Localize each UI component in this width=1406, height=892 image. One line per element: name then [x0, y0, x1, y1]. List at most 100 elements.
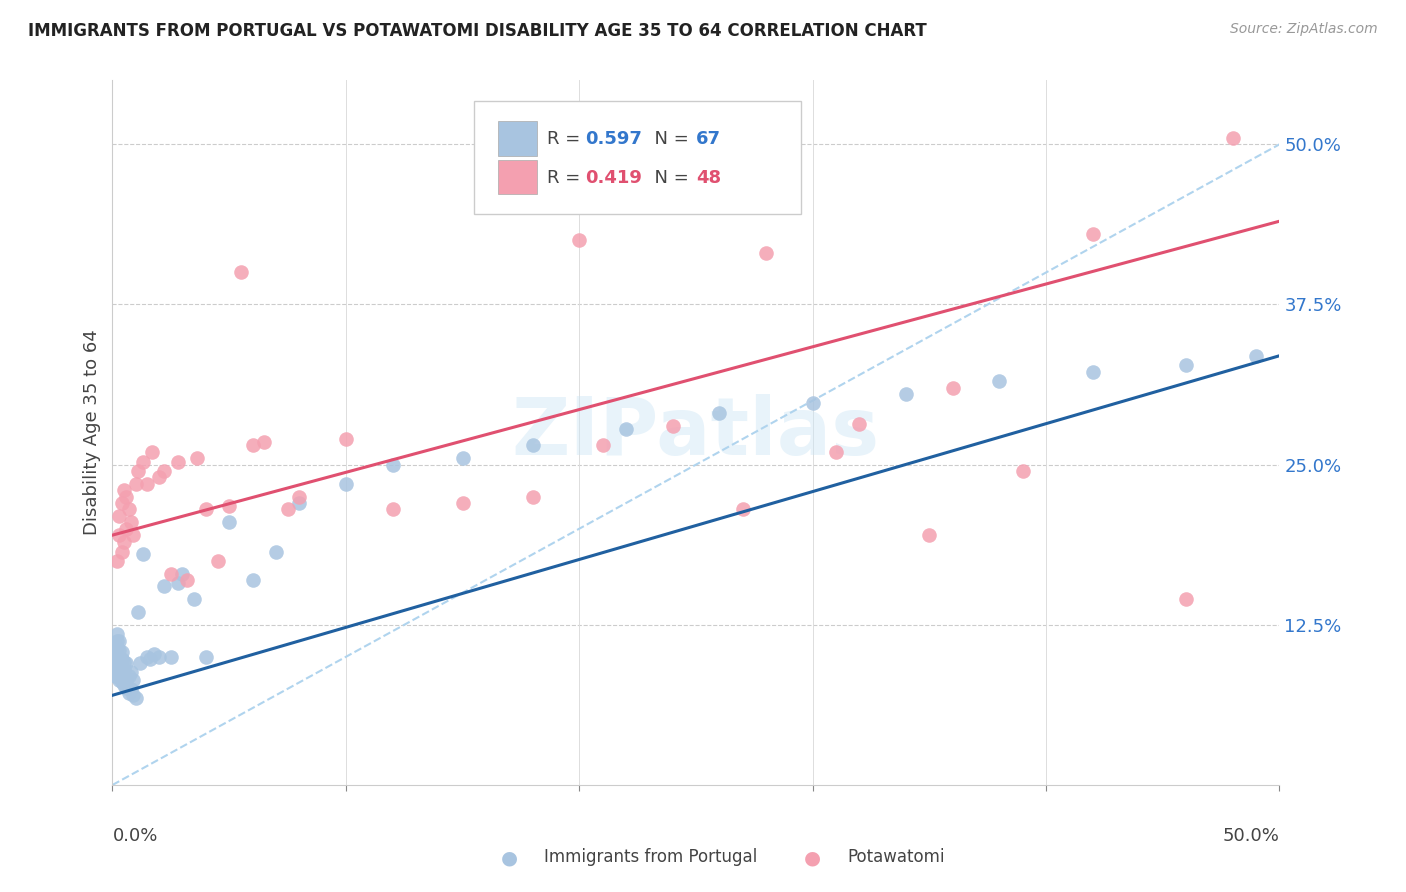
Point: [335, 476, 357, 491]
Point: [112, 678, 135, 692]
Point: [112, 483, 135, 498]
Point: [288, 490, 311, 504]
Point: [105, 554, 128, 568]
Point: [105, 657, 128, 671]
Point: [108, 634, 131, 648]
Point: [176, 573, 198, 587]
Point: [1081, 365, 1104, 379]
Point: [1011, 464, 1033, 478]
Point: [111, 645, 134, 659]
Point: [111, 667, 134, 681]
Text: ZIPatlas: ZIPatlas: [512, 393, 880, 472]
Point: [522, 490, 544, 504]
Point: [108, 665, 131, 680]
Point: [153, 464, 176, 478]
Point: [194, 502, 217, 516]
Point: [1222, 131, 1244, 145]
Point: [160, 566, 183, 581]
Point: [127, 464, 149, 478]
Text: ●: ●: [501, 848, 517, 867]
Point: [118, 502, 141, 516]
Point: [264, 545, 287, 559]
Point: [115, 522, 138, 536]
Point: [127, 605, 149, 619]
Point: [115, 673, 138, 687]
Point: [112, 670, 135, 684]
Text: R =: R =: [547, 129, 585, 148]
Point: [105, 634, 128, 648]
Point: [242, 438, 264, 452]
FancyBboxPatch shape: [474, 102, 801, 214]
Point: [136, 649, 159, 664]
Point: [288, 496, 311, 510]
Text: ●: ●: [804, 848, 821, 867]
Point: [108, 657, 131, 672]
Point: [105, 669, 128, 683]
Text: Potawatomi: Potawatomi: [848, 848, 945, 866]
Point: [104, 637, 127, 651]
Point: [132, 547, 155, 561]
Point: [136, 476, 159, 491]
Point: [104, 657, 127, 671]
Point: [592, 438, 614, 452]
Point: [104, 643, 127, 657]
Point: [104, 649, 127, 664]
Point: [451, 496, 474, 510]
Point: [242, 573, 264, 587]
Point: [253, 434, 276, 449]
FancyBboxPatch shape: [498, 160, 537, 194]
Text: 0.0%: 0.0%: [112, 827, 157, 846]
Text: N =: N =: [644, 129, 695, 148]
Point: [122, 673, 145, 687]
Point: [218, 516, 240, 530]
Point: [111, 660, 134, 674]
Point: [108, 528, 131, 542]
Point: [1081, 227, 1104, 241]
Point: [105, 640, 128, 654]
Point: [115, 657, 138, 671]
Y-axis label: Disability Age 35 to 64: Disability Age 35 to 64: [83, 330, 101, 535]
Point: [104, 669, 127, 683]
Point: [118, 669, 141, 683]
Point: [166, 575, 188, 590]
Point: [1244, 349, 1267, 363]
Point: [276, 502, 298, 516]
Point: [153, 579, 176, 593]
Point: [207, 554, 229, 568]
Point: [335, 432, 357, 446]
Point: [186, 451, 208, 466]
Point: [172, 566, 194, 581]
Point: [111, 652, 134, 666]
Point: [451, 451, 474, 466]
Point: [166, 455, 188, 469]
Point: [108, 652, 131, 666]
Text: R =: R =: [547, 169, 585, 186]
Point: [942, 381, 965, 395]
Point: [141, 445, 163, 459]
Text: 50.0%: 50.0%: [1223, 827, 1279, 846]
Text: N =: N =: [644, 169, 695, 186]
Point: [112, 534, 135, 549]
Text: Immigrants from Portugal: Immigrants from Portugal: [544, 848, 758, 866]
Point: [755, 246, 778, 260]
Point: [1175, 592, 1198, 607]
Point: [112, 663, 135, 677]
Point: [122, 528, 145, 542]
Point: [661, 419, 683, 434]
Point: [825, 445, 848, 459]
Point: [988, 375, 1011, 389]
Point: [111, 545, 134, 559]
Point: [105, 627, 128, 641]
Point: [105, 649, 128, 664]
Point: [143, 647, 166, 661]
Point: [381, 502, 404, 516]
Point: [148, 649, 170, 664]
Text: Source: ZipAtlas.com: Source: ZipAtlas.com: [1230, 22, 1378, 37]
Point: [731, 502, 754, 516]
Point: [108, 673, 131, 687]
Point: [112, 655, 135, 669]
Point: [115, 681, 138, 695]
Point: [218, 499, 240, 513]
FancyBboxPatch shape: [498, 121, 537, 156]
Text: IMMIGRANTS FROM PORTUGAL VS POTAWATOMI DISABILITY AGE 35 TO 64 CORRELATION CHART: IMMIGRANTS FROM PORTUGAL VS POTAWATOMI D…: [28, 22, 927, 40]
